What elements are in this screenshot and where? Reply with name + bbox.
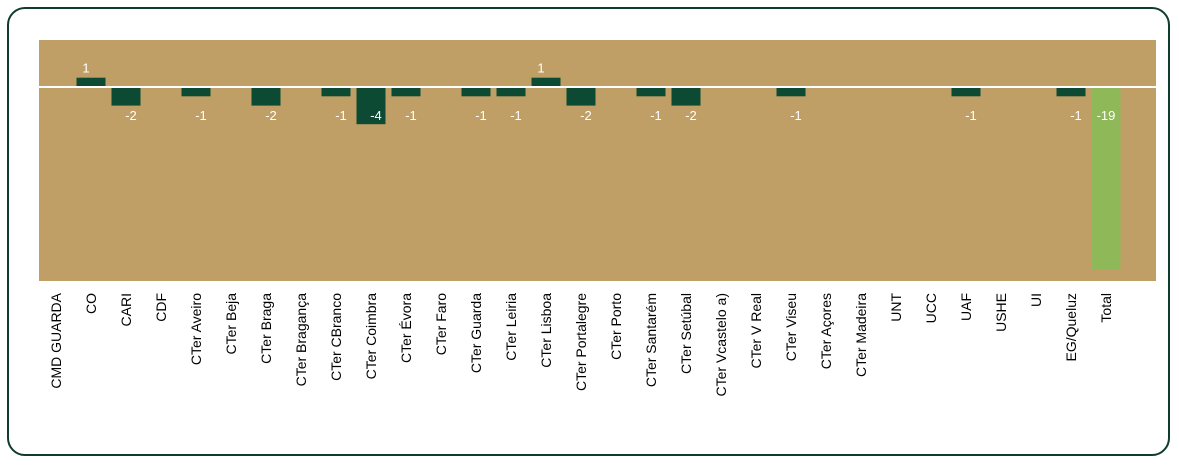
category-label-17: CTer Santarém	[643, 293, 659, 387]
data-label-12: -1	[475, 108, 487, 123]
bar-13	[496, 87, 526, 97]
plot-area	[39, 40, 1156, 281]
bar-17	[636, 87, 666, 97]
category-label-28: UI	[1028, 293, 1044, 307]
bar-4	[181, 87, 211, 97]
category-label-2: CARI	[118, 293, 134, 326]
data-label-29: -1	[1070, 108, 1082, 123]
category-label-27: USHE	[993, 293, 1009, 332]
category-label-13: CTer Leiria	[503, 293, 519, 361]
data-label-2: -2	[125, 108, 137, 123]
data-label-17: -1	[650, 108, 662, 123]
data-label-10: -1	[405, 108, 417, 123]
bar-21	[776, 87, 806, 97]
bar-29	[1056, 87, 1086, 97]
category-label-30: Total	[1098, 293, 1114, 323]
bar-2	[111, 87, 141, 106]
category-label-16: CTer Porto	[608, 293, 624, 360]
category-label-26: UAF	[958, 293, 974, 321]
category-label-24: UNT	[888, 293, 904, 322]
bar-10	[391, 87, 421, 97]
category-label-25: UCC	[923, 293, 939, 323]
bar-9	[356, 87, 386, 125]
bar-14	[531, 77, 561, 87]
category-label-20: CTer V Real	[748, 293, 764, 368]
category-label-9: CTer Coimbra	[363, 293, 379, 380]
category-label-1: CO	[83, 293, 99, 314]
category-label-8: CTer CBranco	[328, 293, 344, 381]
category-label-10: CTer Évora	[398, 293, 414, 363]
data-label-6: -2	[265, 108, 277, 123]
bar-26	[951, 87, 981, 97]
bar-1	[76, 77, 106, 87]
bar-8	[321, 87, 351, 97]
category-label-23: CTer Madeira	[853, 293, 869, 377]
data-label-4: -1	[195, 108, 207, 123]
data-label-9: -4	[370, 108, 382, 123]
bar-18	[671, 87, 701, 106]
category-label-7: CTer Bragança	[293, 293, 309, 387]
category-label-21: CTer Viseu	[783, 293, 799, 361]
category-label-12: CTer Guarda	[468, 293, 484, 373]
category-label-29: EG/Queluz	[1063, 293, 1079, 361]
bar-6	[251, 87, 281, 106]
category-label-22: CTer Açores	[818, 293, 834, 369]
data-label-8: -1	[335, 108, 347, 123]
category-label-0: CMD GUARDA	[48, 292, 64, 388]
category-label-3: CDF	[153, 293, 169, 322]
category-label-18: CTer Setúbal	[678, 293, 694, 374]
data-label-14: 1	[537, 61, 544, 76]
data-label-15: -2	[580, 108, 592, 123]
data-label-26: -1	[965, 108, 977, 123]
data-label-30: -19	[1097, 108, 1116, 123]
bar-30	[1091, 87, 1121, 270]
data-label-13: -1	[510, 108, 522, 123]
category-label-14: CTer Lisboa	[538, 293, 554, 368]
category-label-15: CTer Portalegre	[573, 293, 589, 391]
bar-12	[461, 87, 491, 97]
data-label-18: -2	[685, 108, 697, 123]
category-label-5: CTer Beja	[223, 293, 239, 355]
category-label-6: CTer Braga	[258, 293, 274, 364]
category-label-19: CTer Vcastelo a)	[713, 293, 729, 396]
category-label-11: CTer Faro	[433, 293, 449, 355]
bar-15	[566, 87, 596, 106]
data-label-1: 1	[82, 61, 89, 76]
data-label-21: -1	[790, 108, 802, 123]
category-label-4: CTer Aveiro	[188, 293, 204, 365]
